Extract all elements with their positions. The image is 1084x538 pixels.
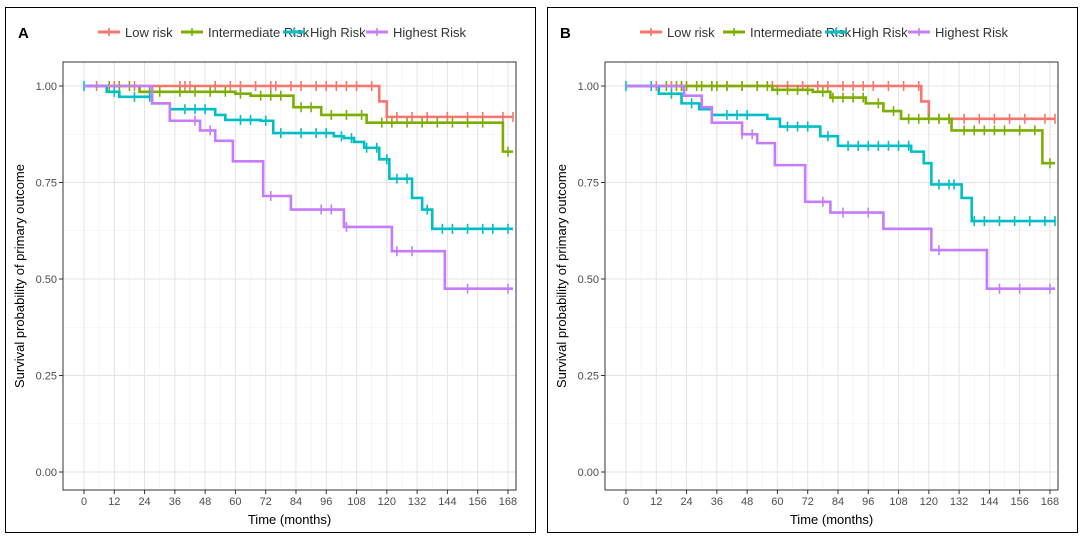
y-axis-title: Survival probability of primary outcome [554,164,569,388]
y-tick-label: 0.00 [578,467,599,479]
legend-label: High Risk [852,25,908,40]
x-axis-title: Time (months) [790,512,873,527]
legend-entry-highest-risk: Highest Risk [366,25,466,40]
x-tick-label: 0 [81,496,87,508]
legend-entry-low-risk: Low risk [98,25,173,40]
x-tick-label: 108 [889,496,907,508]
chart-b: B Low risk Intermediate Risk High Risk Highe… [547,7,1078,533]
legend-label: Intermediate Risk [208,25,310,40]
x-tick-label: 48 [199,496,211,508]
chart-a: A Low risk Intermediate Risk High Risk Highe… [5,7,536,533]
x-tick-label: 96 [320,496,332,508]
survival-curve [84,84,513,119]
survival-curve [626,84,1055,165]
y-tick-label: 1.00 [578,81,599,93]
y-axis: 0.00 0.25 0.50 0.75 1.00 [578,81,605,479]
survival-curve [84,84,513,153]
panel-label: A [18,25,29,42]
x-tick-label: 36 [711,496,723,508]
x-tick-label: 132 [950,496,968,508]
series-intermediate-risk [626,81,1055,169]
panel-label: B [560,25,571,42]
y-tick-label: 0.50 [578,274,599,286]
survival-curve [626,84,1055,223]
plot-border [604,61,1059,491]
x-tick-label: 0 [623,496,629,508]
legend-label: Intermediate Risk [750,25,852,40]
series-high-risk [625,81,1056,227]
series-low-risk [84,81,514,122]
y-tick-label: 0.00 [36,467,57,479]
x-tick-label: 156 [468,496,486,508]
legend-entry-low-risk: Low risk [640,25,715,40]
y-axis-title: Survival probability of primary outcome [12,164,27,388]
x-tick-label: 168 [499,496,517,508]
x-tick-label: 144 [438,496,456,508]
series-highest-risk [626,84,1055,294]
y-tick-label: 0.50 [36,274,57,286]
x-tick-label: 84 [832,496,844,508]
plot-area [63,62,516,490]
legend-label: Highest Risk [393,25,466,40]
grid [605,62,1058,490]
y-tick-label: 0.25 [36,371,57,383]
survival-curve [626,84,1055,290]
x-tick-label: 12 [650,496,662,508]
legend-label: Low risk [125,25,173,40]
plot-area [605,62,1058,490]
x-tick-label: 156 [1010,496,1028,508]
x-tick-label: 48 [741,496,753,508]
y-tick-label: 1.00 [36,81,57,93]
x-tick-label: 120 [378,496,396,508]
legend-entry-intermediate-risk: Intermediate Risk [181,25,310,40]
y-tick-label: 0.75 [578,178,599,190]
legend-label: High Risk [310,25,366,40]
legend-entry-intermediate-risk: Intermediate Risk [723,25,852,40]
x-tick-label: 72 [260,496,272,508]
y-axis: 0.00 0.25 0.50 0.75 1.00 [36,81,63,479]
legend-label: Highest Risk [935,25,1008,40]
x-tick-label: 36 [169,496,181,508]
x-tick-label: 12 [108,496,120,508]
x-tick-label: 144 [980,496,998,508]
x-tick-label: 24 [138,496,150,508]
legend-label: Low risk [667,25,715,40]
x-tick-label: 96 [862,496,874,508]
panel-b: B Low risk Intermediate Risk High Risk Highe… [542,0,1084,538]
x-tick-label: 60 [229,496,241,508]
x-tick-label: 120 [920,496,938,508]
x-tick-label: 84 [290,496,302,508]
x-axis-title: Time (months) [248,512,331,527]
x-tick-label: 168 [1041,496,1059,508]
x-tick-label: 72 [802,496,814,508]
panel-a: A Low risk Intermediate Risk High Risk Highe… [5,7,536,533]
grid [63,62,516,490]
x-tick-label: 108 [347,496,365,508]
legend-entry-high-risk: High Risk [825,25,908,40]
x-axis: 0 12 24 36 48 60 72 84 96 108 120 132 144 156 168 [81,490,517,508]
plot-border [62,61,517,491]
legend-entry-high-risk: High Risk [283,25,366,40]
survival-curve [84,84,513,290]
series-highest-risk [84,84,513,294]
x-tick-label: 60 [771,496,783,508]
x-tick-label: 132 [408,496,426,508]
x-tick-label: 24 [680,496,692,508]
x-axis: 0 12 24 36 48 60 72 84 96 108 120 132 144 156 168 [623,490,1059,508]
y-tick-label: 0.75 [36,178,57,190]
legend-entry-highest-risk: Highest Risk [908,25,1008,40]
y-tick-label: 0.25 [578,371,599,383]
